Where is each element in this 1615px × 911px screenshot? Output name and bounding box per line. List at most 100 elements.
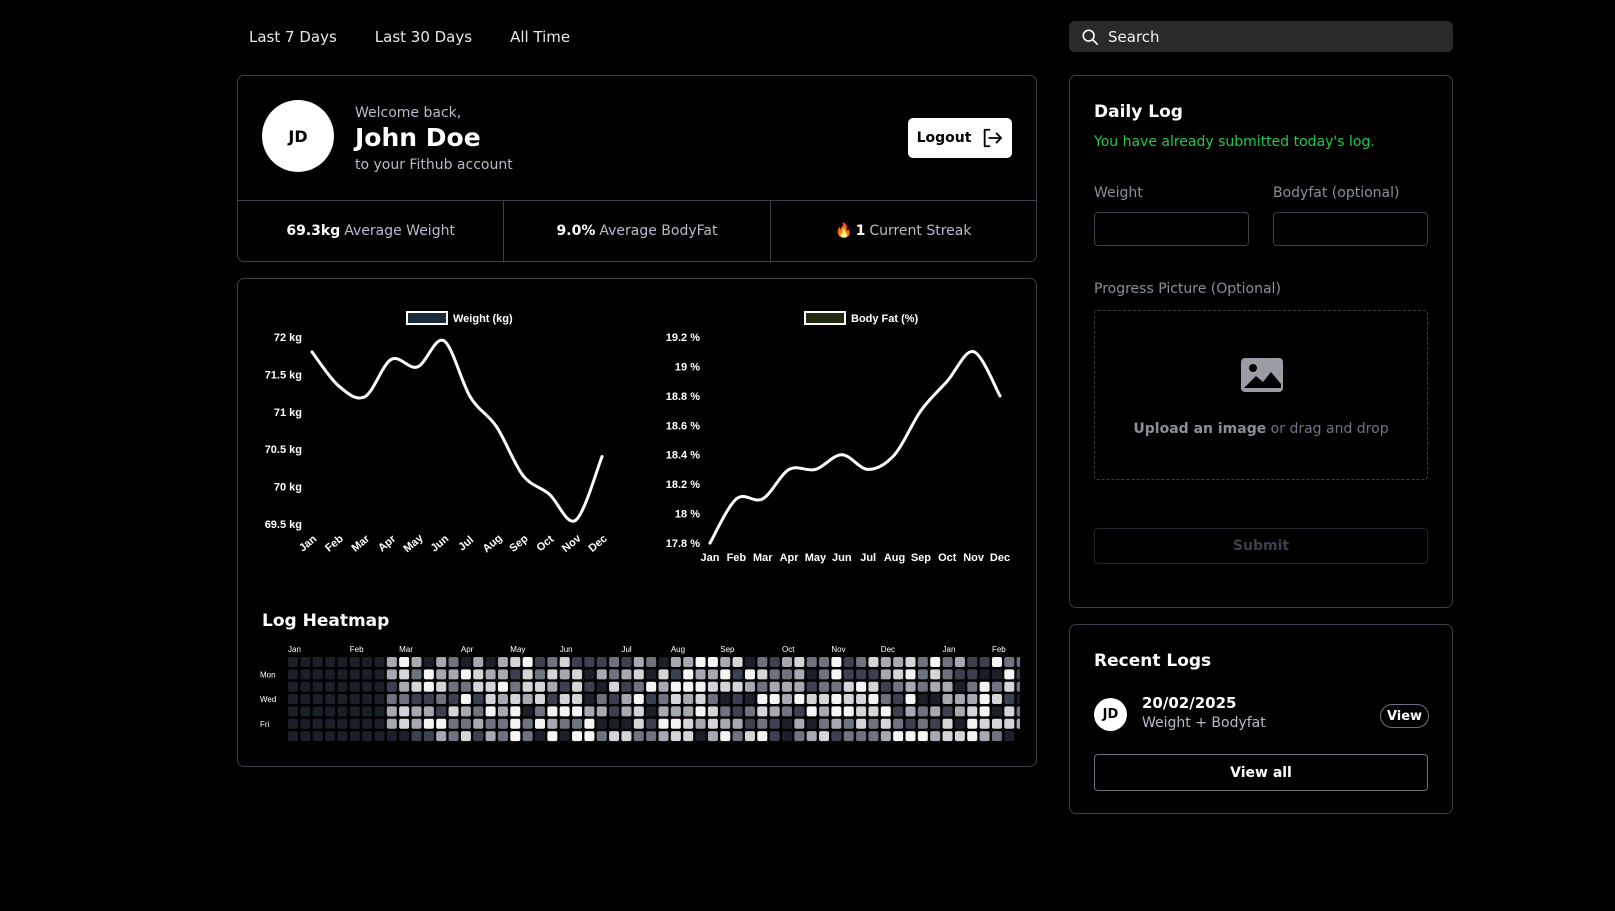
y-tick-label: 72 kg — [274, 332, 302, 344]
heatmap-cell — [1016, 681, 1020, 692]
heatmap-cell — [744, 694, 755, 705]
heatmap-cell — [942, 718, 953, 729]
heatmap-cell — [683, 669, 694, 680]
heatmap-cell — [954, 706, 965, 717]
heatmap-cell — [535, 657, 545, 667]
logout-button[interactable]: Logout — [908, 118, 1012, 158]
search-input[interactable] — [1108, 27, 1428, 46]
heatmap-cell — [917, 694, 928, 705]
heatmap-cell — [720, 681, 731, 692]
heatmap-cell — [744, 681, 755, 692]
tab-last-30-days[interactable]: Last 30 Days — [374, 28, 473, 46]
heatmap-cell — [917, 681, 928, 692]
heatmap-cell — [621, 694, 632, 705]
data-point — [521, 473, 525, 477]
heatmap-cell — [670, 731, 681, 742]
heatmap-cell — [362, 718, 373, 729]
heatmap-cell — [683, 694, 694, 705]
heatmap-cell — [930, 718, 941, 729]
image-upload-dropzone[interactable]: Upload an image or drag and drop — [1094, 310, 1428, 480]
heatmap-cell — [572, 731, 583, 742]
heatmap-cell — [386, 694, 397, 705]
heatmap-cell — [522, 694, 533, 705]
submit-button[interactable]: Submit — [1094, 528, 1428, 564]
heatmap-cell — [707, 694, 718, 705]
heatmap-cell — [794, 681, 805, 692]
tab-last-7-days[interactable]: Last 7 Days — [249, 28, 337, 46]
bodyfat-field[interactable] — [1273, 212, 1428, 246]
heatmap-cell — [596, 669, 607, 680]
heatmap-cell — [670, 681, 681, 692]
heatmap-cell — [411, 669, 422, 680]
heatmap-cell — [670, 706, 681, 717]
heatmap-cell — [942, 731, 953, 742]
heatmap-cell — [942, 657, 953, 667]
stat-current-streak: 🔥 1 Current Streak — [771, 201, 1036, 261]
heatmap-month-label: Jul — [621, 645, 631, 654]
heatmap-cell — [572, 694, 583, 705]
heatmap-cell — [707, 706, 718, 717]
heatmap-cell — [596, 681, 607, 692]
stat-label: Current Streak — [869, 223, 972, 239]
heatmap-cell — [547, 718, 558, 729]
view-log-button[interactable]: View — [1380, 704, 1429, 728]
heatmap-cell — [917, 669, 928, 680]
heatmap-cell — [300, 657, 311, 667]
heatmap-cell — [473, 681, 484, 692]
x-tick-label: Feb — [323, 533, 346, 555]
search-icon — [1082, 28, 1099, 45]
heatmap-cell — [448, 681, 459, 692]
weight-field[interactable] — [1094, 212, 1249, 246]
heatmap-cell — [658, 731, 669, 742]
heatmap-cell — [1004, 681, 1015, 692]
search-bar — [1069, 21, 1453, 52]
heatmap-cell — [374, 694, 385, 705]
heatmap-cell — [856, 657, 867, 667]
heatmap-cell — [423, 694, 434, 705]
heatmap-cell — [325, 657, 336, 667]
heatmap-cell — [683, 657, 694, 667]
heatmap-cell — [658, 718, 669, 729]
heatmap-cell — [744, 669, 755, 680]
x-tick-label: Jan — [701, 552, 720, 564]
upload-link[interactable]: Upload an image — [1133, 421, 1267, 437]
heatmap-cell — [609, 681, 620, 692]
heatmap-cell — [991, 669, 1002, 680]
heatmap-cell — [399, 669, 410, 680]
heatmap-cell — [991, 694, 1002, 705]
bodyfat-label: Bodyfat (optional) — [1273, 185, 1400, 201]
tab-all-time[interactable]: All Time — [510, 28, 571, 46]
data-point — [840, 453, 844, 457]
heatmap-cell — [411, 694, 422, 705]
heatmap-cell — [325, 706, 336, 717]
heatmap-cell — [325, 718, 336, 729]
heatmap-cell — [991, 681, 1002, 692]
heatmap-cell — [386, 706, 397, 717]
heatmap-cell — [436, 731, 447, 742]
heatmap-cell — [930, 657, 941, 667]
heatmap-cell — [497, 669, 508, 680]
heatmap-cell — [707, 681, 718, 692]
heatmap-cell — [312, 706, 323, 717]
heatmap-cell — [312, 669, 323, 680]
heatmap-cell — [658, 669, 669, 680]
heatmap-cell — [744, 657, 755, 667]
view-all-button[interactable]: View all — [1094, 754, 1428, 791]
data-point — [310, 350, 314, 354]
heatmap-cell — [436, 657, 447, 667]
heatmap-cell — [596, 657, 607, 667]
x-tick-label: Dec — [990, 552, 1010, 564]
heatmap-cell — [584, 657, 595, 667]
heatmap-cell — [856, 706, 867, 717]
heatmap-cell — [782, 681, 792, 692]
weight-chart: Weight (kg) 72 kg 71.5 kg 71 kg 70.5 kg 70 kg… — [265, 311, 610, 555]
heatmap-cell — [794, 718, 805, 729]
logout-icon — [984, 128, 1003, 148]
flame-icon: 🔥 — [835, 223, 853, 239]
heatmap-cell — [411, 731, 422, 742]
heatmap-cell — [436, 669, 447, 680]
heatmap-cell — [325, 694, 336, 705]
heatmap-cell — [917, 657, 928, 667]
heatmap-cell — [399, 657, 410, 667]
x-tick-label: Jul — [860, 552, 876, 564]
